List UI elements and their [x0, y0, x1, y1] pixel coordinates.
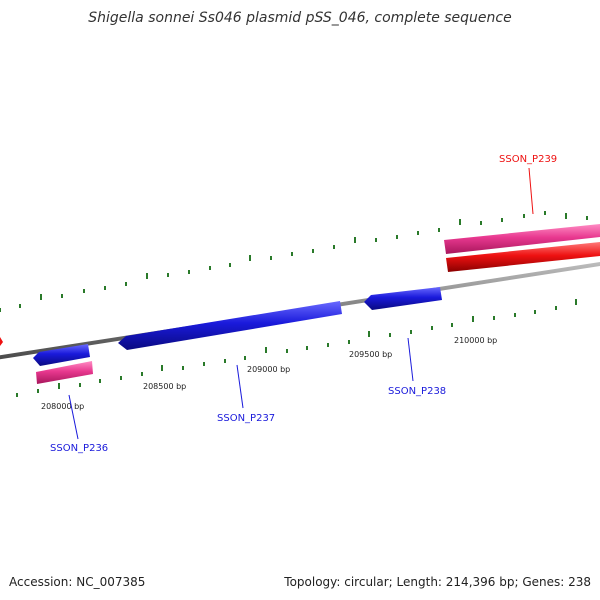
upper-tick-ring [0, 211, 588, 312]
tick-label-208500: 208500 bp [143, 382, 186, 391]
gene-label-sson-p236[interactable]: SSON_P236 [50, 443, 108, 454]
gene-label-sson-p238[interactable]: SSON_P238 [388, 386, 446, 397]
gene-callout-sson-p239 [528, 167, 534, 215]
sequence-summary: Topology: circular; Length: 214,396 bp; … [284, 575, 591, 589]
lower-tick-ring [16, 299, 577, 397]
gene-arrow-sson-p238[interactable] [364, 287, 442, 310]
accession-text: Accession: NC_007385 [9, 575, 146, 589]
tick-label-210000: 210000 bp [454, 336, 497, 345]
tick-label-208000: 208000 bp [41, 402, 84, 411]
cds-bar-sson-p236[interactable] [36, 361, 93, 384]
gene-arrow-sson-p237[interactable] [118, 301, 342, 350]
map-title: Shigella sonnei Ss046 plasmid pSS_046, c… [88, 10, 512, 26]
cds-bar-sson-p239[interactable] [444, 224, 600, 254]
gene-arrow-sson-p239[interactable] [446, 242, 600, 272]
gene-callout-sson-p238 [407, 337, 414, 382]
tick-label-209500: 209500 bp [349, 350, 392, 359]
gene-arrow-offscreen-left[interactable] [0, 337, 3, 346]
gene-label-sson-p239[interactable]: SSON_P239 [499, 154, 557, 165]
tick-label-209000: 209000 bp [247, 365, 290, 374]
gene-label-sson-p237[interactable]: SSON_P237 [217, 413, 275, 424]
gene-callout-sson-p236 [68, 394, 79, 440]
gene-callout-sson-p237 [236, 364, 244, 409]
gene-arrow-sson-p236[interactable] [33, 344, 90, 366]
